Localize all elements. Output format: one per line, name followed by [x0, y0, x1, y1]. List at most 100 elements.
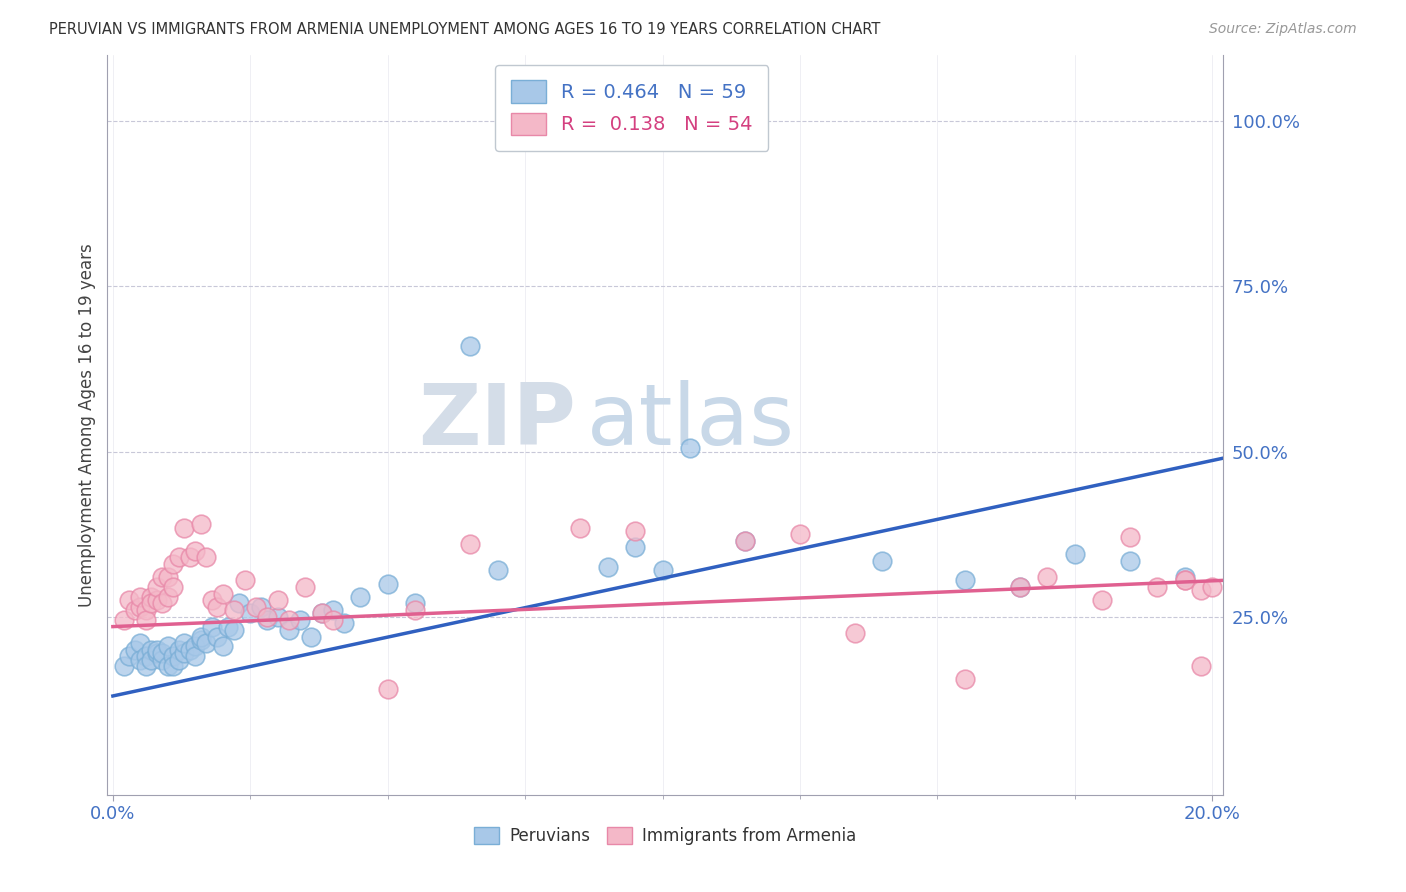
Immigrants from Armenia — [569, 520, 592, 534]
Immigrants from Armenia — [112, 613, 135, 627]
Immigrants from Armenia — [141, 597, 163, 611]
Peruvians — [872, 553, 894, 567]
Peruvians — [135, 659, 157, 673]
Peruvians — [146, 646, 169, 660]
Peruvians — [124, 642, 146, 657]
Peruvians — [1063, 547, 1085, 561]
Immigrants from Armenia — [211, 586, 233, 600]
Immigrants from Armenia — [1189, 659, 1212, 673]
Immigrants from Armenia — [129, 590, 152, 604]
Peruvians — [486, 564, 509, 578]
Peruvians — [679, 441, 702, 455]
Peruvians — [201, 619, 224, 633]
Peruvians — [195, 636, 218, 650]
Peruvians — [217, 619, 239, 633]
Peruvians — [129, 652, 152, 666]
Immigrants from Armenia — [156, 590, 179, 604]
Immigrants from Armenia — [1036, 570, 1059, 584]
Immigrants from Armenia — [256, 609, 278, 624]
Immigrants from Armenia — [277, 613, 299, 627]
Immigrants from Armenia — [173, 520, 195, 534]
Immigrants from Armenia — [1189, 583, 1212, 598]
Immigrants from Armenia — [201, 593, 224, 607]
Peruvians — [173, 636, 195, 650]
Peruvians — [1008, 580, 1031, 594]
Immigrants from Armenia — [179, 550, 201, 565]
Immigrants from Armenia — [150, 597, 173, 611]
Peruvians — [150, 652, 173, 666]
Peruvians — [1174, 570, 1197, 584]
Peruvians — [734, 533, 756, 548]
Peruvians — [953, 574, 976, 588]
Immigrants from Armenia — [129, 599, 152, 614]
Peruvians — [167, 652, 190, 666]
Peruvians — [167, 642, 190, 657]
Peruvians — [141, 642, 163, 657]
Immigrants from Armenia — [190, 517, 212, 532]
Peruvians — [1119, 553, 1142, 567]
Immigrants from Armenia — [734, 533, 756, 548]
Immigrants from Armenia — [1146, 580, 1168, 594]
Immigrants from Armenia — [1174, 574, 1197, 588]
Immigrants from Armenia — [844, 626, 866, 640]
Peruvians — [135, 649, 157, 664]
Immigrants from Armenia — [135, 603, 157, 617]
Immigrants from Armenia — [1008, 580, 1031, 594]
Immigrants from Armenia — [311, 607, 333, 621]
Immigrants from Armenia — [624, 524, 647, 538]
Immigrants from Armenia — [233, 574, 256, 588]
Immigrants from Armenia — [156, 570, 179, 584]
Peruvians — [156, 640, 179, 654]
Immigrants from Armenia — [1119, 530, 1142, 544]
Peruvians — [141, 652, 163, 666]
Immigrants from Armenia — [953, 673, 976, 687]
Immigrants from Armenia — [135, 613, 157, 627]
Peruvians — [184, 640, 207, 654]
Peruvians — [129, 636, 152, 650]
Immigrants from Armenia — [245, 599, 267, 614]
Peruvians — [267, 609, 290, 624]
Peruvians — [207, 630, 229, 644]
Peruvians — [179, 642, 201, 657]
Peruvians — [349, 590, 371, 604]
Immigrants from Armenia — [267, 593, 290, 607]
Peruvians — [458, 339, 481, 353]
Immigrants from Armenia — [222, 603, 245, 617]
Immigrants from Armenia — [150, 570, 173, 584]
Peruvians — [173, 646, 195, 660]
Immigrants from Armenia — [1201, 580, 1223, 594]
Immigrants from Armenia — [294, 580, 316, 594]
Peruvians — [651, 564, 673, 578]
Peruvians — [299, 630, 322, 644]
Legend: R = 0.464   N = 59, R =  0.138   N = 54: R = 0.464 N = 59, R = 0.138 N = 54 — [495, 65, 769, 151]
Y-axis label: Unemployment Among Ages 16 to 19 years: Unemployment Among Ages 16 to 19 years — [79, 244, 96, 607]
Peruvians — [112, 659, 135, 673]
Immigrants from Armenia — [458, 537, 481, 551]
Peruvians — [288, 613, 311, 627]
Peruvians — [256, 613, 278, 627]
Peruvians — [162, 649, 184, 664]
Peruvians — [118, 649, 141, 664]
Peruvians — [211, 640, 233, 654]
Peruvians — [146, 642, 169, 657]
Peruvians — [228, 597, 250, 611]
Peruvians — [322, 603, 344, 617]
Immigrants from Armenia — [146, 593, 169, 607]
Immigrants from Armenia — [118, 593, 141, 607]
Text: ZIP: ZIP — [419, 380, 576, 463]
Immigrants from Armenia — [167, 550, 190, 565]
Peruvians — [184, 649, 207, 664]
Peruvians — [190, 630, 212, 644]
Text: PERUVIAN VS IMMIGRANTS FROM ARMENIA UNEMPLOYMENT AMONG AGES 16 TO 19 YEARS CORRE: PERUVIAN VS IMMIGRANTS FROM ARMENIA UNEM… — [49, 22, 880, 37]
Peruvians — [250, 599, 273, 614]
Peruvians — [311, 607, 333, 621]
Text: atlas: atlas — [588, 380, 796, 463]
Peruvians — [377, 576, 399, 591]
Peruvians — [404, 597, 426, 611]
Peruvians — [222, 623, 245, 637]
Peruvians — [332, 616, 354, 631]
Peruvians — [190, 632, 212, 647]
Peruvians — [150, 646, 173, 660]
Immigrants from Armenia — [1091, 593, 1114, 607]
Immigrants from Armenia — [162, 557, 184, 571]
